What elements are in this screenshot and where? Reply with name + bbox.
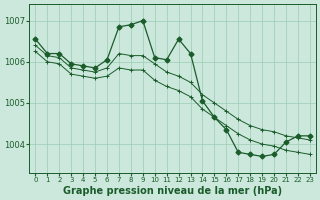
X-axis label: Graphe pression niveau de la mer (hPa): Graphe pression niveau de la mer (hPa) [63, 186, 282, 196]
